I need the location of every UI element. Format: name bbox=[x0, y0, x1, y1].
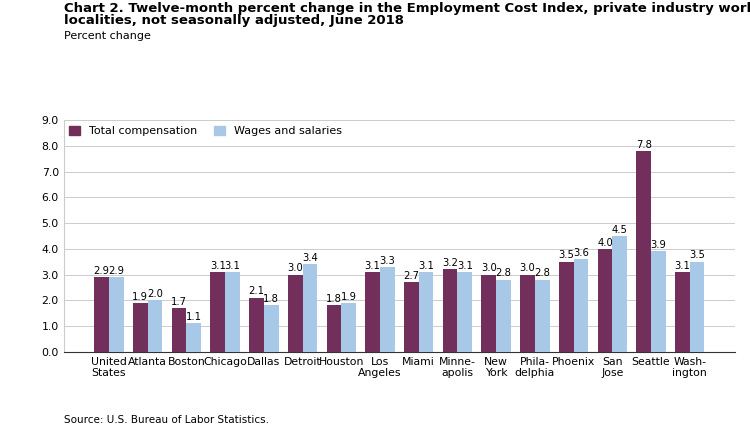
Bar bbox=[341, 303, 356, 352]
Text: 3.0: 3.0 bbox=[520, 263, 536, 273]
Bar bbox=[380, 267, 394, 352]
Bar bbox=[520, 275, 535, 352]
Text: 7.8: 7.8 bbox=[636, 140, 652, 150]
Text: 3.3: 3.3 bbox=[380, 256, 395, 266]
Text: 3.5: 3.5 bbox=[558, 251, 574, 260]
Bar bbox=[442, 269, 458, 352]
Bar bbox=[288, 275, 302, 352]
Bar bbox=[249, 298, 264, 352]
Text: 3.1: 3.1 bbox=[210, 261, 226, 271]
Text: 2.8: 2.8 bbox=[534, 269, 550, 278]
Bar bbox=[612, 236, 627, 352]
Text: 3.1: 3.1 bbox=[674, 261, 690, 271]
Bar bbox=[690, 262, 704, 352]
Text: 3.1: 3.1 bbox=[419, 261, 434, 271]
Bar bbox=[482, 275, 496, 352]
Text: 3.5: 3.5 bbox=[689, 251, 705, 260]
Bar bbox=[535, 280, 550, 352]
Bar bbox=[302, 264, 317, 352]
Bar bbox=[94, 277, 109, 352]
Text: 3.4: 3.4 bbox=[302, 253, 318, 263]
Bar bbox=[365, 272, 380, 352]
Text: 4.0: 4.0 bbox=[597, 238, 613, 248]
Text: 3.1: 3.1 bbox=[364, 261, 380, 271]
Text: 2.7: 2.7 bbox=[404, 271, 419, 281]
Bar bbox=[404, 282, 418, 352]
Text: 3.2: 3.2 bbox=[442, 258, 458, 268]
Bar bbox=[264, 305, 278, 352]
Text: 3.1: 3.1 bbox=[457, 261, 472, 271]
Text: Chart 2. Twelve-month percent change in the Employment Cost Index, private indus: Chart 2. Twelve-month percent change in … bbox=[64, 2, 750, 15]
Bar bbox=[636, 151, 651, 352]
Bar bbox=[458, 272, 472, 352]
Bar bbox=[326, 305, 341, 352]
Text: Source: U.S. Bureau of Labor Statistics.: Source: U.S. Bureau of Labor Statistics. bbox=[64, 415, 268, 425]
Bar bbox=[559, 262, 574, 352]
Text: 1.8: 1.8 bbox=[263, 294, 279, 304]
Text: 1.1: 1.1 bbox=[186, 312, 202, 322]
Bar bbox=[496, 280, 511, 352]
Text: 1.9: 1.9 bbox=[132, 292, 148, 302]
Text: 3.6: 3.6 bbox=[573, 248, 589, 258]
Bar bbox=[419, 272, 434, 352]
Text: 2.9: 2.9 bbox=[94, 266, 110, 276]
Bar bbox=[211, 272, 225, 352]
Bar bbox=[651, 251, 666, 352]
Text: 3.1: 3.1 bbox=[224, 261, 241, 271]
Text: 2.1: 2.1 bbox=[248, 287, 265, 296]
Text: 2.9: 2.9 bbox=[108, 266, 124, 276]
Bar bbox=[172, 308, 187, 352]
Bar bbox=[225, 272, 240, 352]
Legend: Total compensation, Wages and salaries: Total compensation, Wages and salaries bbox=[69, 126, 342, 136]
Bar bbox=[148, 300, 163, 352]
Bar bbox=[133, 303, 148, 352]
Bar bbox=[574, 259, 588, 352]
Text: localities, not seasonally adjusted, June 2018: localities, not seasonally adjusted, Jun… bbox=[64, 14, 404, 27]
Text: 1.9: 1.9 bbox=[340, 292, 357, 302]
Text: 4.5: 4.5 bbox=[612, 225, 628, 235]
Bar bbox=[675, 272, 690, 352]
Bar bbox=[187, 323, 201, 352]
Bar bbox=[598, 249, 612, 352]
Text: Percent change: Percent change bbox=[64, 31, 151, 41]
Text: 2.0: 2.0 bbox=[147, 289, 163, 299]
Text: 2.8: 2.8 bbox=[496, 269, 512, 278]
Text: 1.8: 1.8 bbox=[326, 294, 342, 304]
Text: 3.0: 3.0 bbox=[481, 263, 496, 273]
Text: 1.7: 1.7 bbox=[171, 297, 187, 307]
Text: 3.0: 3.0 bbox=[287, 263, 303, 273]
Text: 3.9: 3.9 bbox=[650, 240, 666, 250]
Bar bbox=[109, 277, 124, 352]
